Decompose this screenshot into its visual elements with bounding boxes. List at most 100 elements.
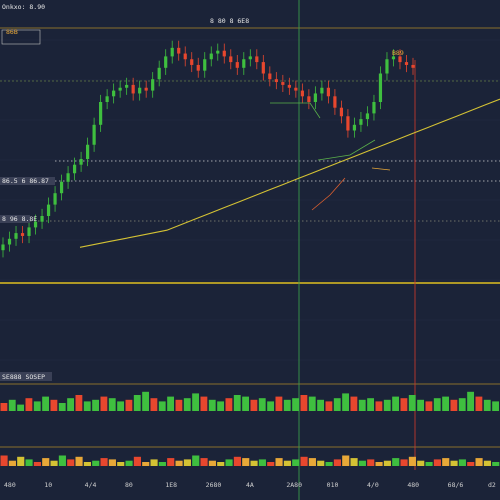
candle-body <box>378 73 383 102</box>
candle-body <box>411 64 415 68</box>
bottom-volume-bar <box>275 458 283 466</box>
peak-trend-segment <box>270 102 321 119</box>
bottom-volume-bar <box>258 459 266 466</box>
candle-body <box>7 238 12 245</box>
candle-body <box>281 82 285 85</box>
volume-bar <box>267 401 274 411</box>
x-tick-label: 4A <box>246 481 254 489</box>
bottom-volume-bar <box>375 462 383 466</box>
candle-body <box>339 107 344 117</box>
candle-body <box>177 47 181 54</box>
candle-body <box>59 181 64 194</box>
top-right-label: 8 80 8 6E8 <box>210 17 249 25</box>
volume-bar <box>417 399 424 411</box>
bottom-volume-bar <box>117 462 125 466</box>
candle-body <box>352 124 357 131</box>
volume-bar <box>283 399 291 411</box>
bottom-volume-bar <box>400 459 408 466</box>
candle-body <box>164 56 168 68</box>
volume-bar <box>467 391 474 411</box>
volume-bar <box>83 401 91 411</box>
candle-body <box>385 59 389 74</box>
volume-bar <box>358 399 366 411</box>
header-readout: Onkxo: 8.90 <box>2 3 45 11</box>
volume-bar <box>442 396 449 411</box>
bottom-volume-bar <box>442 458 450 466</box>
volume-bar <box>450 399 458 411</box>
candle-body <box>222 50 226 57</box>
candle-body <box>307 96 311 102</box>
volume-bar <box>375 401 383 411</box>
candle-body <box>248 56 252 60</box>
candle-body <box>112 90 116 97</box>
candle-body <box>203 59 207 71</box>
volume-bar <box>317 399 324 411</box>
x-tick-label: 80 <box>125 481 133 489</box>
bottom-volume-bar <box>308 458 316 466</box>
volume-bar <box>308 396 316 411</box>
candles-group <box>1 40 415 258</box>
volume-bar <box>117 401 124 411</box>
candle-body <box>398 56 402 63</box>
bottom-volume-bar <box>200 458 208 466</box>
candle-body <box>261 62 265 74</box>
x-axis-ticks: 480 10 4/4 80 1E8 2680 4A 2A80 010 4/0 480 68/6 d2 <box>4 481 496 489</box>
bottom-volume-bar <box>492 462 500 466</box>
volume-bar <box>200 396 208 411</box>
volume-bar <box>383 399 391 411</box>
volume-label-box <box>0 372 52 381</box>
peak-label: B89 <box>392 49 404 57</box>
bottom-volume-bar <box>392 458 400 466</box>
mid-left-label: 86.5 6 86.87 <box>2 177 49 185</box>
candle-body <box>313 93 317 102</box>
bottom-volume-bar <box>58 455 66 466</box>
bottom-volume-bar <box>92 460 100 466</box>
bottom-volume-bar <box>450 460 458 466</box>
candle-body <box>287 84 291 88</box>
volume-bar <box>58 403 66 411</box>
bottom-volume-bar <box>233 456 241 466</box>
candle-body <box>125 84 129 88</box>
volume-bar <box>492 401 499 411</box>
volume-bar <box>475 396 483 411</box>
candle-body <box>46 204 51 216</box>
bottom-volume-bar <box>125 460 133 466</box>
bottom-volume-bar <box>42 458 50 466</box>
candle-body <box>346 116 350 131</box>
volume-bar <box>25 398 33 411</box>
candle-body <box>151 79 155 91</box>
lower-trend-segment <box>317 139 376 161</box>
candle-body <box>268 73 272 80</box>
bottom-volume-bar <box>67 459 75 466</box>
volume-bar <box>333 398 341 411</box>
volume-bar <box>458 398 466 411</box>
volume-bar <box>175 399 183 411</box>
candle-body <box>196 64 200 71</box>
top-left-label: 86B <box>6 28 18 36</box>
candle-body <box>183 53 187 60</box>
bottom-volume-bar <box>175 460 183 466</box>
bottom-volume-bar <box>367 459 375 466</box>
bottom-volume-bar <box>158 462 166 466</box>
candle-body <box>190 59 194 65</box>
bottom-volume-bar <box>142 462 150 466</box>
x-tick-label: d2 <box>488 481 496 489</box>
bottom-volume-bar <box>183 459 191 466</box>
volume-bar <box>250 399 258 411</box>
volume-bar <box>225 398 233 411</box>
candle-body <box>86 144 90 159</box>
volume-label: SE888 SOSEP <box>2 373 45 381</box>
bottom-volume-bars-group <box>0 455 500 466</box>
moving-average-line <box>79 98 500 248</box>
bottom-volume-bar <box>267 462 275 466</box>
volume-bar <box>342 393 349 411</box>
x-tick-label: 2680 <box>206 481 222 489</box>
candle-body <box>365 113 370 120</box>
candle-body <box>209 53 213 60</box>
bottom-volume-bar <box>17 456 25 466</box>
bottom-volume-bar <box>75 456 83 466</box>
volume-bars-group <box>0 391 499 411</box>
bottom-volume-bar <box>283 460 291 466</box>
candle-body <box>20 233 25 236</box>
